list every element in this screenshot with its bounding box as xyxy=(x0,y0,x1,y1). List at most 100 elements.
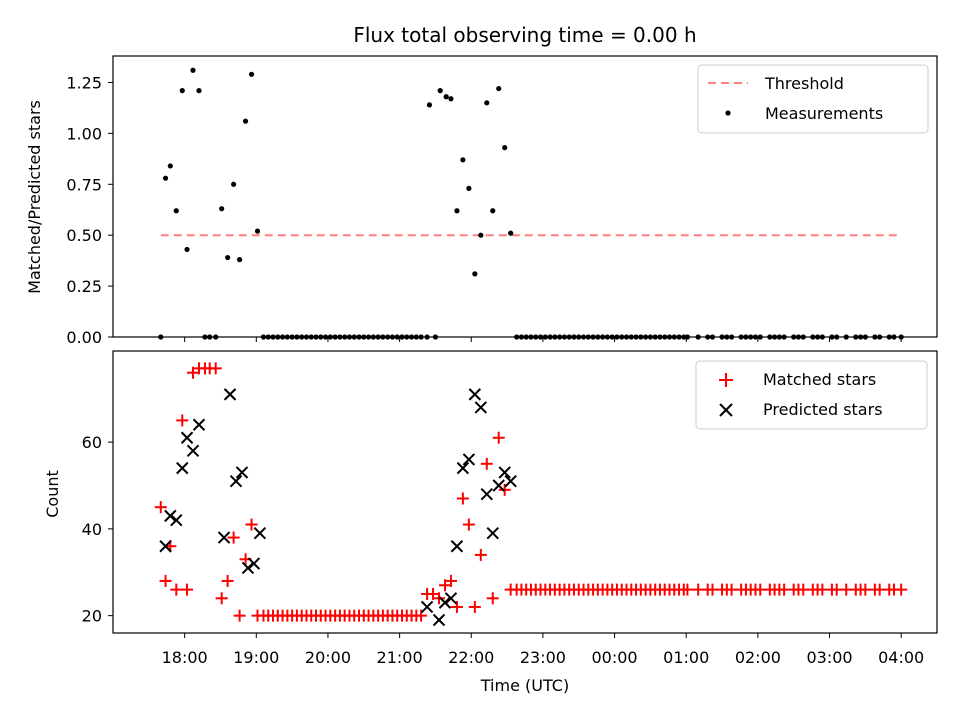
predicted-point-b xyxy=(247,557,261,570)
bottom-xtick-label: 19:00 xyxy=(233,648,279,667)
matched-point xyxy=(444,574,457,587)
matched-point xyxy=(474,548,487,561)
legend-measurements-swatch xyxy=(725,110,731,116)
matched-point xyxy=(681,583,694,596)
measurement-point xyxy=(254,228,261,234)
measurement-point xyxy=(426,102,433,108)
predicted-point-b xyxy=(444,592,458,605)
matched-point xyxy=(456,492,469,505)
matched-point xyxy=(215,592,228,605)
measurement-point xyxy=(242,118,249,124)
predicted-point xyxy=(229,474,243,488)
predicted-point-b xyxy=(241,561,255,575)
measurement-point xyxy=(196,88,202,94)
predicted-point xyxy=(432,613,446,627)
measurement-point xyxy=(236,257,243,263)
top-ytick-label: 0.75 xyxy=(66,175,102,194)
bottom-y-axis: 20 40 60 xyxy=(82,433,113,626)
predicted-point-b xyxy=(450,540,464,553)
predicted-point xyxy=(486,527,499,540)
predicted-point xyxy=(420,600,434,614)
legend-predicted-label: Predicted stars xyxy=(763,400,883,419)
predicted-point xyxy=(480,487,493,501)
bottom-ylabel: Count xyxy=(43,470,62,518)
predicted-point xyxy=(498,466,511,479)
predicted-point-b xyxy=(186,444,200,457)
measurement-point xyxy=(219,206,225,212)
top-ytick-label: 1.25 xyxy=(66,73,102,92)
top-title: Flux total observing time = 0.00 h xyxy=(353,23,696,47)
bottom-ytick-label: 20 xyxy=(82,607,102,626)
predicted-point-b xyxy=(480,487,493,501)
predicted-point xyxy=(241,561,255,575)
measurement-point xyxy=(478,232,484,238)
predicted-point xyxy=(492,479,505,492)
matched-point xyxy=(209,362,222,375)
predicted-point xyxy=(438,596,452,609)
bottom-ytick-label: 60 xyxy=(82,433,102,452)
measurement-point xyxy=(231,181,237,187)
measurement-point xyxy=(248,71,255,77)
predicted-point xyxy=(247,557,261,570)
measurement-point xyxy=(484,100,490,106)
measurement-point xyxy=(472,271,478,277)
measurement-point xyxy=(162,175,169,181)
bottom-xtick-label: 18:00 xyxy=(162,648,208,667)
predicted-point xyxy=(192,418,206,431)
predicted-point xyxy=(180,431,194,444)
legend-predicted-swatch xyxy=(719,403,733,417)
predicted-point-b xyxy=(504,474,517,488)
predicted-point xyxy=(223,388,237,401)
measurement-point xyxy=(508,230,514,236)
predicted-point xyxy=(450,540,464,553)
predicted-point xyxy=(253,527,267,540)
predicted-point-b xyxy=(498,466,511,479)
predicted-point-b xyxy=(486,527,499,540)
measurement-point xyxy=(190,67,196,73)
measurement-point xyxy=(173,208,179,214)
predicted-point-b xyxy=(253,527,267,540)
top-legend: Threshold Measurements xyxy=(697,64,929,134)
predicted-point xyxy=(159,540,172,553)
predicted-point xyxy=(456,461,470,475)
top-legend-box xyxy=(697,64,929,134)
measurement-point xyxy=(466,185,472,191)
bottom-xtick-label: 04:00 xyxy=(878,648,924,667)
top-ytick-label: 0.00 xyxy=(66,328,102,347)
bottom-x-axis: 18:00 19:00 20:00 21:00 22:00 23:00 00:00 01:00… xyxy=(162,633,924,667)
matched-point xyxy=(181,583,194,596)
matched-point xyxy=(227,531,240,544)
predicted-point-b xyxy=(180,431,194,444)
top-ytick-label: 0.50 xyxy=(66,226,102,245)
bottom-xtick-label: 20:00 xyxy=(305,648,351,667)
legend-threshold-label: Threshold xyxy=(764,74,844,93)
bottom-xtick-label: 00:00 xyxy=(592,648,638,667)
bottom-ytick-label: 40 xyxy=(82,520,102,539)
bottom-xtick-label: 02:00 xyxy=(735,648,781,667)
measurement-point xyxy=(460,157,466,163)
measurement-point xyxy=(437,88,443,94)
legend-measurements-label: Measurements xyxy=(765,104,883,123)
top-ytick-label: 0.25 xyxy=(66,277,102,296)
legend-matched-swatch xyxy=(719,373,733,387)
predicted-point-b xyxy=(159,540,172,553)
matched-point xyxy=(480,457,493,470)
matched-point xyxy=(159,574,172,587)
measurement-point xyxy=(179,88,185,94)
predicted-point xyxy=(186,444,200,457)
bottom-legend-box xyxy=(695,360,928,430)
measurement-point xyxy=(502,145,508,151)
measurement-point xyxy=(496,85,502,92)
predicted-point xyxy=(474,401,488,414)
top-ytick-label: 1.00 xyxy=(66,124,102,143)
predicted-point xyxy=(444,592,458,605)
predicted-point-b xyxy=(170,513,183,527)
matched-point xyxy=(233,609,246,622)
measurement-point xyxy=(184,246,190,253)
legend-matched-label: Matched stars xyxy=(763,370,876,389)
predicted-point-b xyxy=(474,401,488,414)
predicted-point-b xyxy=(492,479,505,492)
matched-point xyxy=(221,574,234,587)
measurement-point xyxy=(454,208,460,214)
